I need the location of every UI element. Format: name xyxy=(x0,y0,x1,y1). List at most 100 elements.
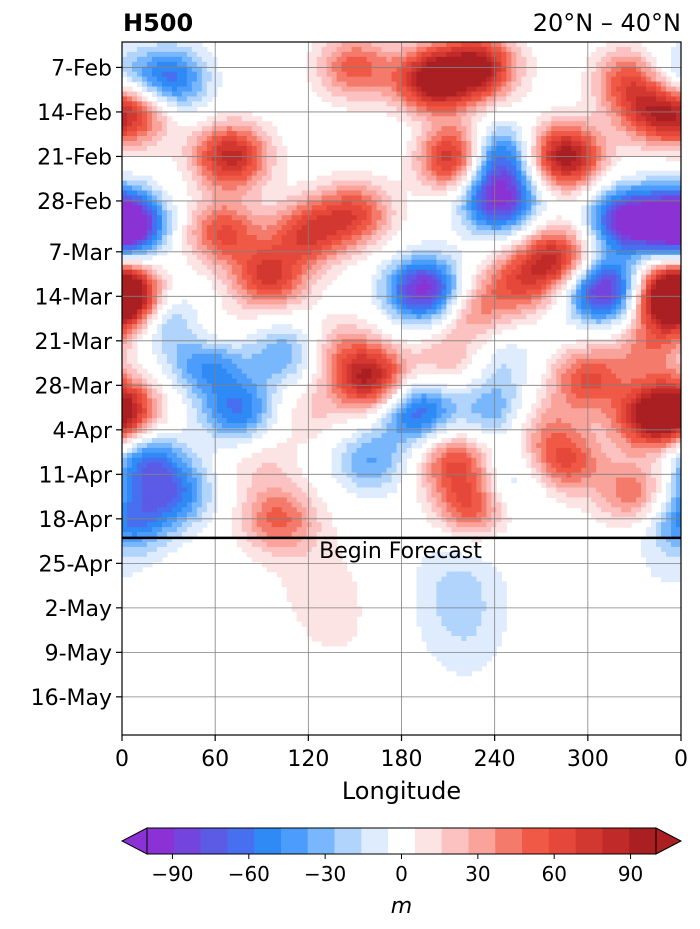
heatmap-cell xyxy=(416,155,423,162)
heatmap-cell xyxy=(646,96,652,102)
heatmap-cell xyxy=(341,314,348,320)
heatmap-cell xyxy=(586,126,592,132)
heatmap-cell xyxy=(596,145,602,152)
heatmap-cell xyxy=(331,91,338,98)
heatmap-cell xyxy=(171,96,178,102)
heatmap-cell xyxy=(141,244,148,251)
heatmap-cell xyxy=(361,56,368,63)
heatmap-cell xyxy=(341,225,348,231)
heatmap-cell xyxy=(611,61,617,68)
heatmap-cell xyxy=(651,170,657,177)
heatmap-cell xyxy=(536,150,542,157)
heatmap-cell xyxy=(251,175,258,182)
heatmap-cell xyxy=(221,136,228,142)
heatmap-cell xyxy=(576,289,582,296)
heatmap-cell xyxy=(501,165,507,172)
heatmap-cell xyxy=(526,244,532,251)
heatmap-cell xyxy=(136,91,143,98)
heatmap-cell xyxy=(661,121,667,127)
heatmap-cell xyxy=(196,190,203,197)
heatmap-cell xyxy=(426,51,433,58)
heatmap-cell xyxy=(606,145,612,152)
heatmap-cell xyxy=(521,259,527,266)
heatmap-cell xyxy=(306,225,313,231)
heatmap-cell xyxy=(351,86,358,93)
heatmap-cell xyxy=(486,230,492,236)
heatmap-cell xyxy=(316,175,323,182)
heatmap-cell xyxy=(631,185,637,192)
heatmap-cell xyxy=(311,259,318,266)
heatmap-cell xyxy=(506,244,512,251)
heatmap-cell xyxy=(421,254,428,261)
heatmap-cell xyxy=(641,81,647,88)
heatmap-cell xyxy=(146,244,153,251)
heatmap-cell xyxy=(511,314,517,320)
heatmap-cell xyxy=(671,324,677,330)
heatmap-cell xyxy=(521,244,527,251)
heatmap-cell xyxy=(306,190,313,197)
heatmap-cell xyxy=(286,294,293,300)
heatmap-cell xyxy=(326,86,333,93)
heatmap-cell xyxy=(431,76,438,83)
heatmap-cell xyxy=(226,284,233,291)
heatmap-cell xyxy=(596,269,602,276)
heatmap-cell xyxy=(276,269,283,276)
heatmap-cell xyxy=(566,314,572,320)
heatmap-cell xyxy=(551,170,557,177)
heatmap-cell xyxy=(421,170,428,177)
heatmap-cell xyxy=(461,56,467,63)
heatmap-cell xyxy=(126,200,133,206)
heatmap-cell xyxy=(316,225,323,231)
heatmap-cell xyxy=(666,101,672,107)
heatmap-cell xyxy=(211,225,218,231)
heatmap-cell xyxy=(176,101,183,107)
heatmap-cell xyxy=(441,294,448,300)
heatmap-cell xyxy=(436,81,443,88)
heatmap-cell xyxy=(621,145,627,152)
heatmap-cell xyxy=(416,289,423,296)
heatmap-cell xyxy=(566,131,572,137)
heatmap-cell xyxy=(171,51,178,58)
heatmap-cell xyxy=(346,259,353,266)
heatmap-cell xyxy=(576,254,582,261)
heatmap-cell xyxy=(126,101,133,107)
heatmap-cell xyxy=(326,56,333,63)
heatmap-cell xyxy=(551,141,557,147)
heatmap-cell xyxy=(406,170,413,177)
heatmap-cell xyxy=(491,51,497,58)
heatmap-cell xyxy=(581,126,587,132)
heatmap-cell xyxy=(286,235,293,241)
heatmap-cell xyxy=(186,254,193,261)
heatmap-cell xyxy=(326,210,333,216)
heatmap-cell xyxy=(281,254,288,261)
heatmap-cell xyxy=(241,220,248,226)
heatmap-cell xyxy=(611,111,617,117)
heatmap-cell xyxy=(551,175,557,182)
heatmap-cell xyxy=(251,235,258,241)
heatmap-cell xyxy=(256,121,263,127)
heatmap-cell xyxy=(521,254,527,261)
heatmap-cell xyxy=(251,200,258,206)
heatmap-cell xyxy=(596,190,602,197)
heatmap-cell xyxy=(181,309,188,315)
heatmap-cell xyxy=(626,215,632,221)
heatmap-cell xyxy=(166,116,173,122)
heatmap-cell xyxy=(411,91,418,98)
heatmap-cell xyxy=(641,324,647,330)
heatmap-cell xyxy=(676,314,681,320)
heatmap-cell xyxy=(206,210,213,216)
heatmap-cell xyxy=(396,111,403,117)
heatmap-cell xyxy=(661,279,667,286)
heatmap-cell xyxy=(131,249,138,256)
heatmap-cell xyxy=(631,240,637,246)
heatmap-cell xyxy=(396,106,403,112)
heatmap-cell xyxy=(126,51,133,58)
heatmap-cell xyxy=(666,116,672,122)
heatmap-cell xyxy=(411,141,418,147)
heatmap-cell xyxy=(326,279,333,286)
heatmap-cell xyxy=(506,165,512,172)
heatmap-cell xyxy=(176,66,183,73)
heatmap-cell xyxy=(221,244,228,251)
heatmap-cell xyxy=(291,284,298,291)
heatmap-cell xyxy=(196,160,203,167)
